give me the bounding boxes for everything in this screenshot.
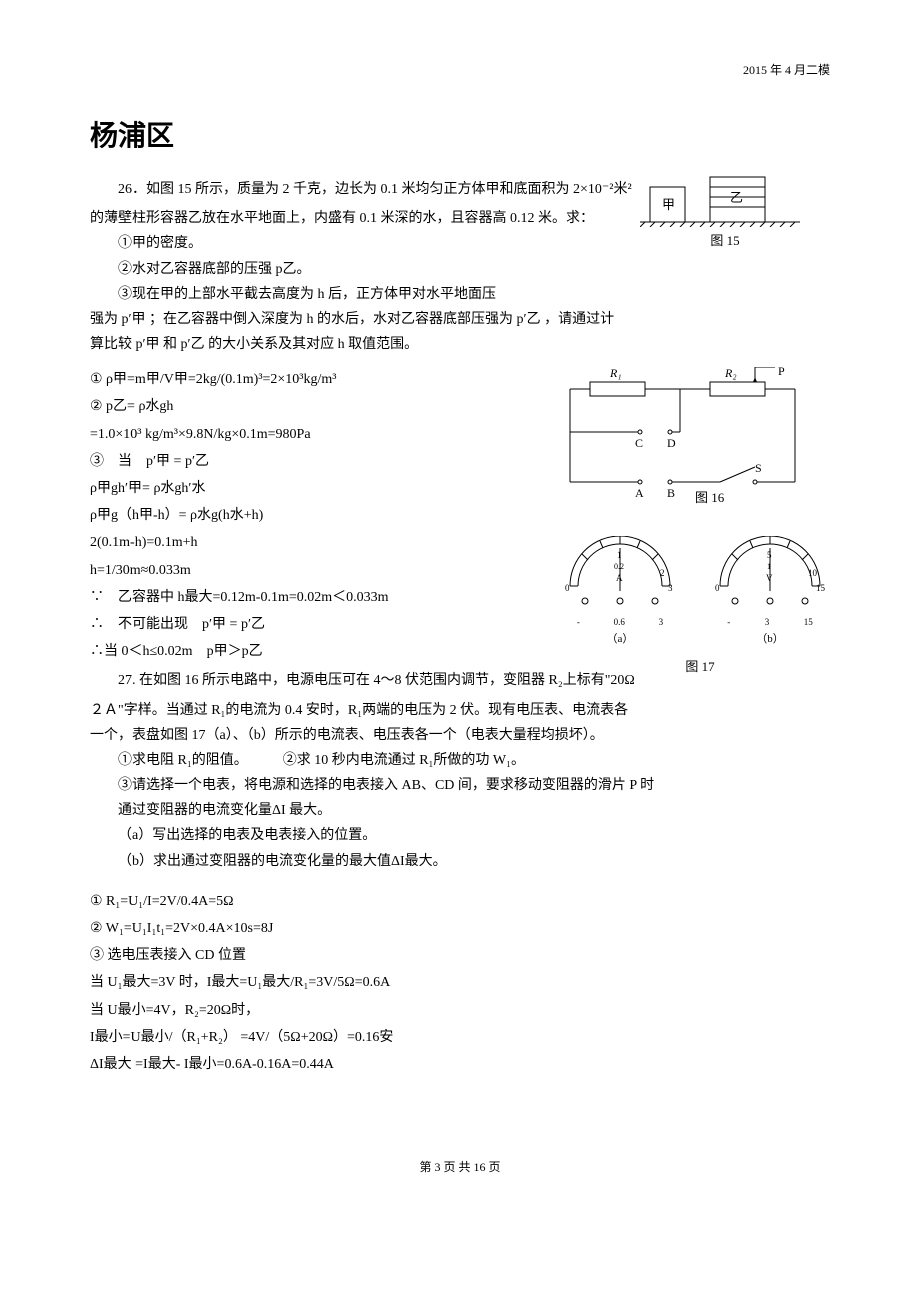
meter-a-t1: - [577, 614, 580, 630]
page-footer: 第 3 页 共 16 页 [90, 1157, 830, 1179]
sol27-s3: ③ 选电压表接入 CD 位置 [90, 943, 830, 968]
p27-qa: （a）写出选择的电表及电表接入的位置。 [118, 823, 830, 848]
sol27-s7: ΔI最大 =I最大- I最小=0.6A-0.16A=0.44A [90, 1052, 830, 1077]
solution-26-block: R₁ R₂ P C D A B [90, 367, 830, 664]
sol27-s5: 当 U最小=4V，R₂=20Ω时， [90, 998, 830, 1023]
circuit-svg: R₁ R₂ P C D A B [560, 367, 840, 517]
sol27-s2: ② W₁=U₁I₁t₁=2V×0.4A×10s=8J [90, 916, 830, 941]
sol27-s6: I最小=U最小/（R₁+R₂） =4V/（5Ω+20Ω）=0.16安 [90, 1025, 830, 1050]
solution-27-block: ① R₁=U₁/I=2V/0.4A=5Ω ② W₁=U₁I₁t₁=2V×0.4A… [90, 889, 830, 1077]
problem-26-block: 26．如图 15 所示，质量为 2 千克，边长为 0.1 米均匀正方体甲和底面积… [90, 177, 830, 357]
figure-15: 甲 乙 图 15 [640, 167, 810, 252]
meter-a-label: （a） [560, 630, 680, 650]
p27-line3: 一个，表盘如图 17（a）、（b）所示的电流表、电压表各一个（电表大量程均损坏）… [90, 723, 830, 748]
figure-15-label: 图 15 [640, 229, 810, 252]
sol27-s1: ① R₁=U₁/I=2V/0.4A=5Ω [90, 889, 830, 914]
p27-line2: ２Ａ"字样。当通过 R₁的电流为 0.4 安时，R₁两端的电压为 2 伏。现有电… [90, 698, 830, 723]
p27-q3b: 通过变阻器的电流变化量ΔI 最大。 [118, 798, 830, 823]
svg-text:A: A [616, 573, 623, 583]
meter-a-t3: 3 [659, 614, 664, 630]
meter-b-svg: 0 5 1 10 15 V [710, 536, 830, 606]
meter-b-t1: - [727, 614, 730, 630]
svg-text:3: 3 [668, 583, 673, 593]
svg-text:V: V [766, 573, 773, 583]
p27-qb: （b）求出通过变阻器的电流变化量的最大值ΔI最大。 [118, 849, 830, 874]
r1-label: R₁ [609, 367, 622, 380]
b-label: B [667, 486, 675, 500]
svg-text:15: 15 [816, 583, 826, 593]
r2-label: R₂ [724, 367, 737, 380]
meter-b-label: （b） [710, 630, 830, 650]
c-label: C [635, 436, 643, 450]
d-label: D [667, 436, 676, 450]
meter-b: 0 5 1 10 15 V - 3 15 （b） [710, 536, 830, 650]
meter-a: 0 1 0.2 2 3 A - 0.6 3 （a） [560, 536, 680, 650]
meter-a-t2: 0.6 [614, 614, 625, 630]
problem-26-q3c: 算比较 p′甲 和 p′乙 的大小关系及其对应 h 取值范围。 [90, 332, 830, 357]
a-label: A [635, 486, 644, 500]
problem-27-block: 27. 在如图 16 所示电路中，电源电压可在 4～8 伏范围内调节，变阻器 R… [90, 668, 830, 874]
meter-a-svg: 0 1 0.2 2 3 A [560, 536, 680, 606]
problem-26-q3a: ③现在甲的上部水平截去高度为 h 后，正方体甲对水平地面压 [118, 282, 830, 307]
problem-26-q3b: 强为 p′甲 ；在乙容器中倒入深度为 h 的水后，水对乙容器底部压强为 p′乙 … [90, 307, 830, 332]
figure-15-svg: 甲 乙 [640, 167, 810, 227]
district-title: 杨浦区 [90, 112, 830, 162]
svg-text:5: 5 [767, 550, 772, 560]
svg-text:1: 1 [767, 562, 771, 571]
meter-b-t2: 3 [765, 614, 770, 630]
svg-text:10: 10 [808, 568, 818, 578]
svg-text:2: 2 [660, 568, 665, 578]
meters-row: 0 1 0.2 2 3 A - 0.6 3 （a） [560, 536, 840, 650]
p27-q1: ①求电阻 R₁的阻值。 ②求 10 秒内电流通过 R₁所做的功 W₁。 [118, 748, 830, 773]
sol27-s4: 当 U₁最大=3V 时，I最大=U₁最大/R₁=3V/5Ω=0.6A [90, 970, 830, 995]
p-label: P [778, 367, 785, 378]
figure-16-17: R₁ R₂ P C D A B [560, 367, 840, 678]
box-b-label: 乙 [730, 190, 743, 205]
figure-16-label: 图 16 [695, 490, 725, 505]
p27-q3a: ③请选择一个电表，将电源和选择的电表接入 AB、CD 间，要求移动变阻器的滑片 … [118, 773, 830, 798]
s-label: S [755, 461, 762, 475]
svg-text:0.2: 0.2 [614, 562, 624, 571]
svg-text:0: 0 [565, 583, 570, 593]
header-date: 2015 年 4 月二模 [90, 60, 830, 82]
problem-26-q2: ②水对乙容器底部的压强 p乙。 [118, 257, 830, 282]
svg-text:1: 1 [617, 550, 622, 560]
svg-text:0: 0 [715, 583, 720, 593]
box-a-label: 甲 [662, 197, 675, 212]
meter-b-t3: 15 [804, 614, 813, 630]
figure-17-label: 图 17 [560, 655, 840, 678]
